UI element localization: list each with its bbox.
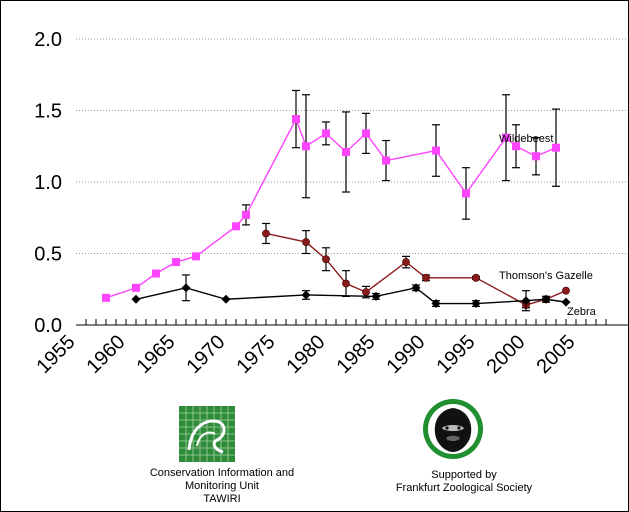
data-point xyxy=(371,291,381,301)
data-point xyxy=(232,222,240,231)
tawiri-credit-line2: Monitoring Unit xyxy=(185,480,259,492)
data-point xyxy=(152,269,160,278)
series-line xyxy=(135,287,567,305)
x-tick-label: 1965 xyxy=(133,331,180,378)
data-point xyxy=(561,297,571,307)
fzs-credit-line1: Supported by xyxy=(431,469,497,481)
series-group xyxy=(102,89,571,312)
data-point xyxy=(502,133,510,142)
data-point xyxy=(102,293,110,302)
y-tick-label: 0.5 xyxy=(34,244,62,266)
x-tick-label: 2005 xyxy=(533,331,580,378)
data-point xyxy=(192,252,200,261)
tawiri-credit-line1: Conservation Information and xyxy=(149,467,295,479)
data-point xyxy=(132,283,140,292)
fzs-gorilla-logo xyxy=(423,399,483,459)
gridlines xyxy=(76,38,628,254)
data-point xyxy=(242,210,250,219)
x-tick-label: 1990 xyxy=(383,331,430,378)
data-point xyxy=(462,189,470,198)
data-point xyxy=(512,142,520,151)
fzs-credit: Supported by Frankfurt Zoological Societ… xyxy=(374,469,554,495)
x-tick-label: 1960 xyxy=(83,331,130,378)
data-point xyxy=(342,279,350,288)
data-point xyxy=(562,286,570,295)
x-tick-label: 2000 xyxy=(483,331,530,378)
data-point xyxy=(411,283,421,293)
tawiri-credit-line3: TAWIRI xyxy=(203,493,241,505)
data-point xyxy=(552,143,560,152)
data-point xyxy=(301,290,311,300)
data-point xyxy=(322,129,330,138)
data-point xyxy=(302,142,310,151)
y-tick-label: 1.5 xyxy=(34,101,62,123)
data-point xyxy=(541,294,551,304)
series-wildebeest xyxy=(102,89,560,302)
data-point xyxy=(292,115,300,124)
y-tick-label: 0.0 xyxy=(34,315,62,337)
data-point xyxy=(131,294,141,304)
x-tick-label: 1995 xyxy=(433,331,480,378)
series-labels: Wildebeest Thomson's Gazelle Zebra xyxy=(499,133,597,318)
data-point xyxy=(362,129,370,138)
data-point xyxy=(362,288,370,297)
data-point xyxy=(402,258,410,266)
data-point xyxy=(521,296,531,306)
data-point xyxy=(221,294,231,304)
data-point xyxy=(302,238,310,246)
tawiri-logo xyxy=(179,406,235,462)
x-tick-label: 1985 xyxy=(333,331,380,378)
data-point xyxy=(181,283,191,293)
x-tick-label: 1975 xyxy=(233,331,280,378)
y-tick-label: 1.0 xyxy=(34,172,62,194)
data-point xyxy=(422,273,430,282)
x-tick-label: 1955 xyxy=(33,331,80,378)
data-point xyxy=(322,255,330,264)
series-line xyxy=(105,117,557,299)
data-point xyxy=(172,258,180,267)
data-point xyxy=(342,147,350,156)
fzs-credit-line2: Frankfurt Zoological Society xyxy=(395,482,533,494)
data-point xyxy=(472,273,480,282)
x-tick-label: 1980 xyxy=(283,331,330,378)
data-point xyxy=(532,152,540,161)
data-point xyxy=(471,299,481,309)
data-point xyxy=(432,146,440,155)
data-point xyxy=(262,229,270,238)
data-point xyxy=(431,299,441,309)
tawiri-credit: Conservation Information and Monitoring … xyxy=(132,467,312,506)
x-tick-label: 1970 xyxy=(183,331,230,378)
series-zebra xyxy=(131,274,571,312)
y-tick-label: 2.0 xyxy=(34,29,62,51)
series-label: Wildebeest xyxy=(499,133,553,145)
series-label: Zebra xyxy=(567,306,597,318)
data-point xyxy=(382,156,390,165)
series-label: Thomson's Gazelle xyxy=(499,270,593,282)
